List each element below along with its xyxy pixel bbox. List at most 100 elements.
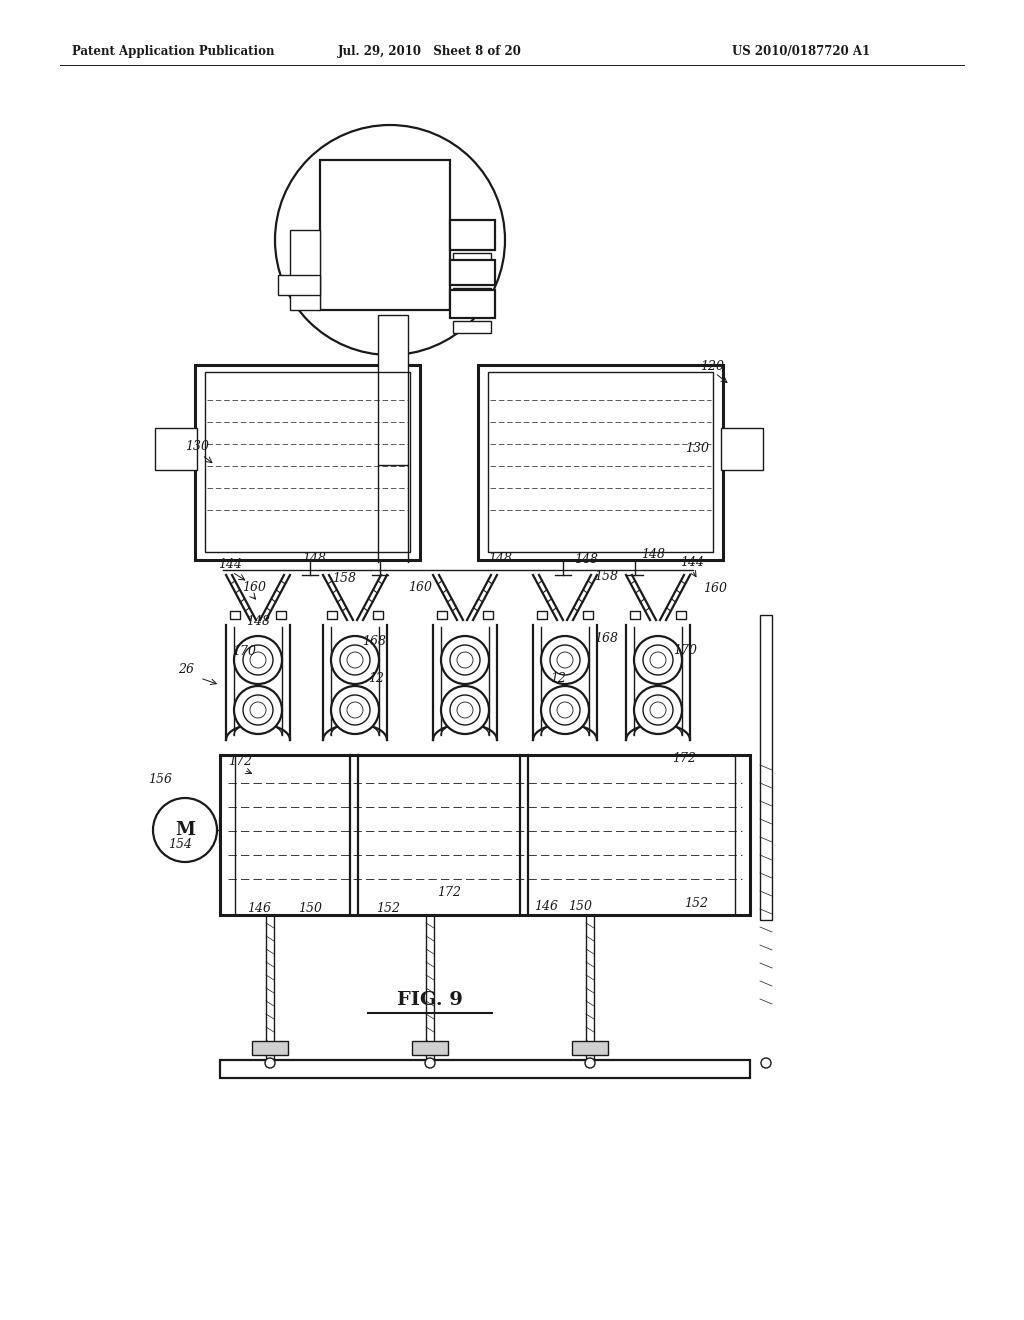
Text: Jul. 29, 2010   Sheet 8 of 20: Jul. 29, 2010 Sheet 8 of 20 [338, 45, 522, 58]
Text: 158: 158 [332, 572, 356, 585]
Circle shape [541, 636, 589, 684]
Text: 172: 172 [228, 755, 252, 768]
Bar [483, 611, 493, 619]
Circle shape [340, 645, 370, 675]
Bar [278, 275, 319, 294]
Bar [327, 611, 337, 619]
Text: 160: 160 [703, 582, 727, 595]
Text: 148: 148 [574, 553, 598, 566]
Circle shape [425, 1059, 435, 1068]
Circle shape [550, 696, 580, 725]
Circle shape [634, 686, 682, 734]
Bar [583, 611, 593, 619]
Text: 170: 170 [232, 645, 256, 657]
Bar [760, 615, 772, 920]
Circle shape [650, 652, 666, 668]
Text: US 2010/0187720 A1: US 2010/0187720 A1 [732, 45, 870, 58]
Circle shape [234, 686, 282, 734]
Bar [378, 315, 408, 465]
Text: 172: 172 [672, 752, 696, 766]
Circle shape [153, 799, 217, 862]
Text: 170: 170 [673, 644, 697, 657]
Circle shape [347, 652, 362, 668]
Bar [155, 428, 197, 470]
Text: 130: 130 [685, 442, 709, 455]
Circle shape [441, 686, 489, 734]
Text: 12: 12 [550, 672, 566, 685]
Bar [276, 611, 286, 619]
Bar [290, 230, 319, 310]
Bar [450, 260, 495, 285]
Bar [488, 372, 713, 552]
Text: 148: 148 [488, 552, 512, 565]
Circle shape [347, 702, 362, 718]
Bar [453, 253, 490, 265]
Bar [721, 428, 763, 470]
Text: 148: 148 [246, 615, 270, 628]
Bar [630, 611, 640, 619]
Text: 146: 146 [534, 900, 558, 913]
Text: 12: 12 [368, 672, 384, 685]
Bar [252, 1041, 288, 1055]
Bar [537, 611, 547, 619]
Text: 152: 152 [376, 902, 400, 915]
Circle shape [243, 696, 273, 725]
Bar [205, 372, 410, 552]
Circle shape [265, 1059, 275, 1068]
Text: 150: 150 [568, 900, 592, 913]
Text: 144: 144 [218, 558, 242, 572]
Text: 148: 148 [302, 552, 326, 565]
Bar [230, 611, 240, 619]
Circle shape [557, 702, 573, 718]
Bar [453, 288, 490, 300]
Bar [220, 755, 750, 915]
Circle shape [250, 652, 266, 668]
Bar [373, 611, 383, 619]
Circle shape [541, 686, 589, 734]
Bar [676, 611, 686, 619]
Bar [195, 366, 420, 560]
Circle shape [234, 636, 282, 684]
Circle shape [250, 702, 266, 718]
Bar [478, 366, 723, 560]
Circle shape [643, 645, 673, 675]
Text: 154: 154 [168, 838, 193, 851]
Circle shape [340, 696, 370, 725]
Text: Patent Application Publication: Patent Application Publication [72, 45, 274, 58]
Circle shape [585, 1059, 595, 1068]
Bar [220, 1060, 750, 1078]
Bar [572, 1041, 608, 1055]
Circle shape [643, 696, 673, 725]
Text: 160: 160 [408, 581, 432, 594]
Circle shape [450, 645, 480, 675]
Circle shape [761, 1059, 771, 1068]
Bar [450, 220, 495, 249]
Text: 26: 26 [178, 663, 194, 676]
Text: M: M [175, 821, 195, 840]
Text: 150: 150 [298, 902, 322, 915]
Bar [319, 160, 450, 310]
Text: 158: 158 [594, 570, 618, 583]
Circle shape [243, 645, 273, 675]
Text: 146: 146 [247, 902, 271, 915]
Text: 168: 168 [362, 635, 386, 648]
Circle shape [457, 652, 473, 668]
Text: 160: 160 [242, 581, 266, 594]
Text: 120: 120 [700, 360, 724, 374]
Circle shape [550, 645, 580, 675]
Bar [453, 321, 490, 333]
Circle shape [331, 636, 379, 684]
Circle shape [441, 636, 489, 684]
Text: 130: 130 [185, 440, 209, 453]
Text: 172: 172 [437, 886, 461, 899]
Text: 168: 168 [594, 632, 618, 645]
Circle shape [457, 702, 473, 718]
Bar [450, 290, 495, 318]
Circle shape [557, 652, 573, 668]
Circle shape [331, 686, 379, 734]
Circle shape [634, 636, 682, 684]
Text: 144: 144 [680, 556, 705, 569]
Text: 156: 156 [148, 774, 172, 785]
Text: 148: 148 [641, 548, 665, 561]
Circle shape [650, 702, 666, 718]
